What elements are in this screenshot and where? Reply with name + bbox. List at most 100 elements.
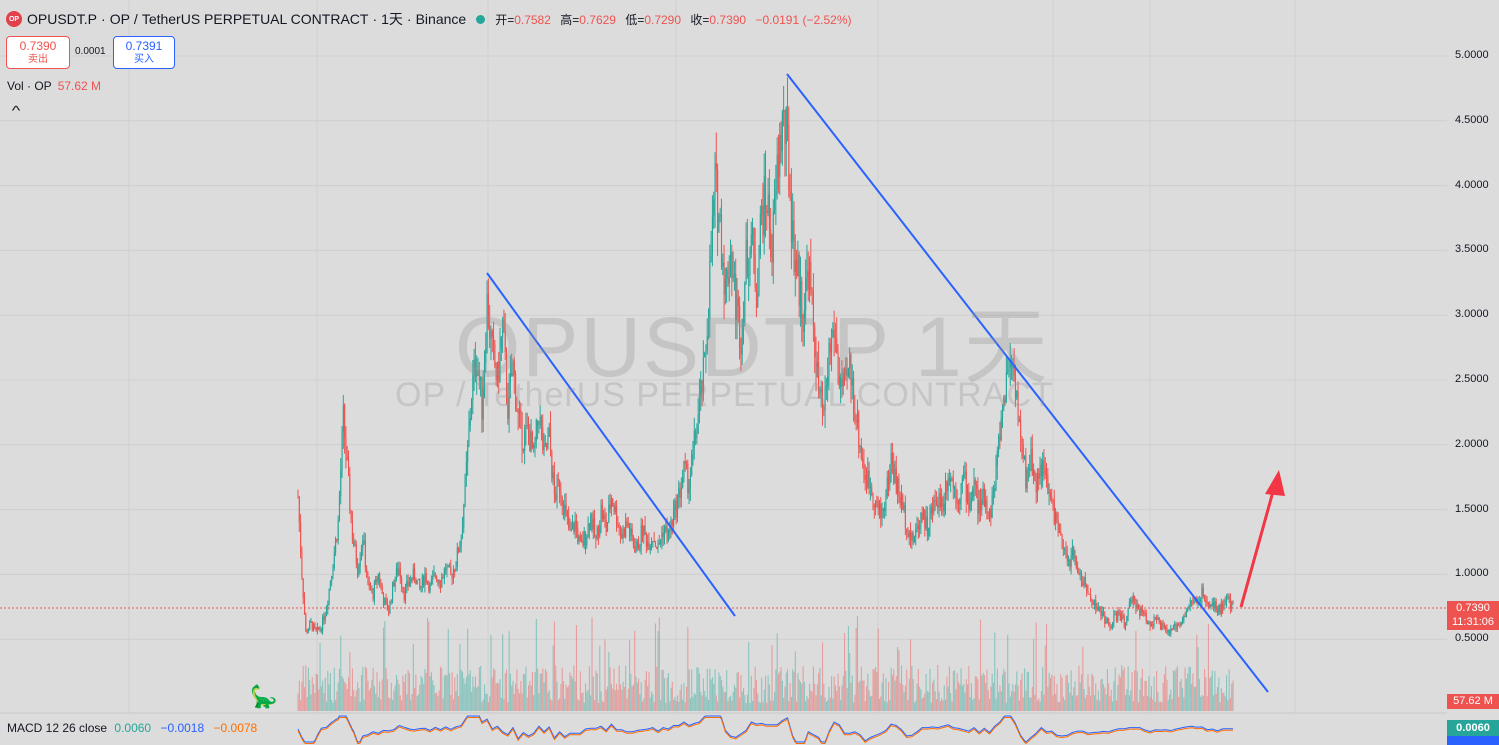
interval-label[interactable]: 1天 [381,11,403,27]
candle-body [1048,491,1050,494]
volume-bar [1202,696,1204,711]
volume-bar [578,700,580,711]
volume-bar [452,699,454,711]
volume-bar [579,671,581,711]
candle-body [313,624,315,630]
volume-bar [906,669,908,711]
candle-body [1016,391,1018,398]
candle-body [1150,623,1153,627]
candle-body [394,578,396,587]
candle-body [306,631,308,633]
candle-body [607,522,609,532]
volume-bar [704,691,706,711]
volume-bar [516,669,518,711]
volume-bar [676,695,679,711]
candle-body [797,254,799,277]
high-value: 0.7629 [579,12,616,27]
asset-name: OP [109,11,130,27]
price-axis-tick: 3.5000 [1455,243,1489,256]
volume-bar [1140,678,1142,711]
candle-body [441,577,443,588]
candle-body [742,318,745,323]
candle-body [827,376,829,386]
candle-body [922,510,925,520]
volume-bar [656,666,658,711]
macd-legend[interactable]: MACD 12 26 close 0.0060 −0.0018 −0.0078 [7,721,257,735]
candle-body [1040,464,1042,477]
volume-bar [833,676,835,711]
candle-body [420,586,422,589]
candle-body [787,107,789,125]
volume-bar [379,681,381,711]
candle-body [1093,599,1096,606]
volume-bar [392,699,394,711]
price-axis-tick: 5.0000 [1455,49,1489,61]
sell-button[interactable]: 0.7390 卖出 [6,36,70,69]
volume-legend[interactable]: Vol · OP 57.62 M [7,79,101,93]
candle-body [724,278,726,295]
candle-body [509,373,511,383]
candle-body [579,535,581,542]
candle-body [794,260,796,272]
volume-bar [461,671,464,711]
symbol-legend[interactable]: OP OPUSDT.P · OP / TetherUS PERPETUAL CO… [6,9,858,29]
candle-body [983,488,985,507]
candle-body [583,531,585,546]
candle-body [450,567,452,575]
volume-bar [1049,678,1051,711]
tradingview-dino-icon[interactable]: 🦕 [250,684,278,709]
candle-body [1125,622,1127,627]
volume-bar [862,680,864,711]
volume-bar [902,684,904,711]
volume-bar [1220,688,1222,711]
volume-bar [622,681,624,711]
candle-body [666,526,668,541]
volume-bar [810,690,812,711]
candle-body [1122,614,1124,617]
candle-body [705,349,707,354]
buy-button[interactable]: 0.7391 买入 [113,36,175,69]
volume-bar [348,677,350,711]
candle-body [745,239,747,284]
candle-body [521,412,523,449]
volume-bar [517,689,519,711]
candle-body [1013,365,1015,376]
collapse-chevron-icon[interactable]: ^ [11,103,21,118]
volume-bar [612,688,614,711]
symbol-name[interactable]: OPUSDT.P [27,11,98,27]
volume-bar [1001,674,1004,711]
candle-body [1143,612,1145,614]
candle-body [1064,549,1066,551]
candle-body [693,431,695,448]
candle-body [899,496,901,505]
volume-bar [491,677,493,711]
candle-body [938,493,940,508]
candle-body [1066,554,1068,561]
volume-bar [499,679,501,711]
volume-bar [1174,671,1176,711]
volume-bar [925,674,927,711]
candle-body [1175,624,1177,630]
volume-bar [820,695,822,711]
candle-body [785,107,787,145]
volume-bar [385,668,387,711]
volume-bar [1039,701,1041,711]
volume-axis-tag: 57.62 M [1447,694,1499,709]
volume-bar [938,691,940,711]
candle-body [592,518,594,530]
volume-bar [498,683,500,711]
volume-bar [876,672,878,711]
volume-bar [689,698,691,711]
candle-body [701,380,703,394]
volume-bar [881,682,883,711]
candle-body [1193,599,1195,604]
candle-body [978,500,980,514]
volume-bar [682,699,684,711]
volume-bar [774,691,776,711]
candle-body [1058,531,1061,533]
volume-bar [614,690,616,711]
candle-body [1001,407,1004,419]
candle-body [599,525,601,536]
